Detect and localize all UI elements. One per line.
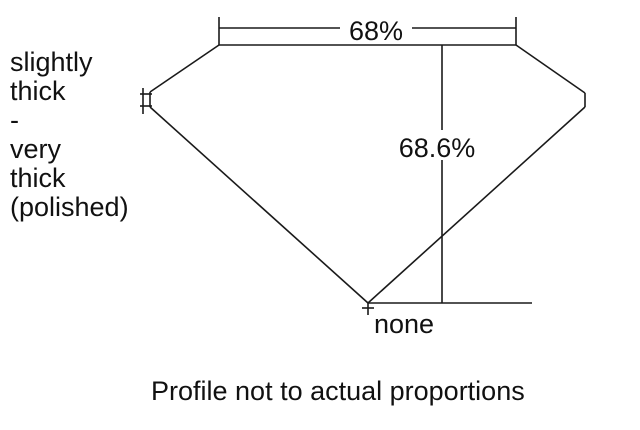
crown-left	[149, 44, 220, 93]
girdle-label-line: thick	[10, 163, 66, 193]
pavilion-right	[367, 106, 586, 304]
table-percent-label: 68%	[349, 16, 403, 46]
girdle-label-line: -	[10, 105, 19, 135]
girdle-label-line: thick	[10, 76, 66, 106]
depth-percent-label: 68.6%	[399, 133, 476, 163]
girdle-label: slightly thick - very thick (polished)	[10, 48, 170, 222]
girdle-label-line: slightly	[10, 47, 93, 77]
culet-label: none	[374, 309, 434, 339]
pavilion-left	[149, 106, 369, 304]
girdle-label-line: very	[10, 134, 62, 164]
caption: Profile not to actual proportions	[151, 376, 525, 406]
girdle-label-line: (polished)	[10, 192, 129, 222]
crown-right	[515, 44, 586, 94]
